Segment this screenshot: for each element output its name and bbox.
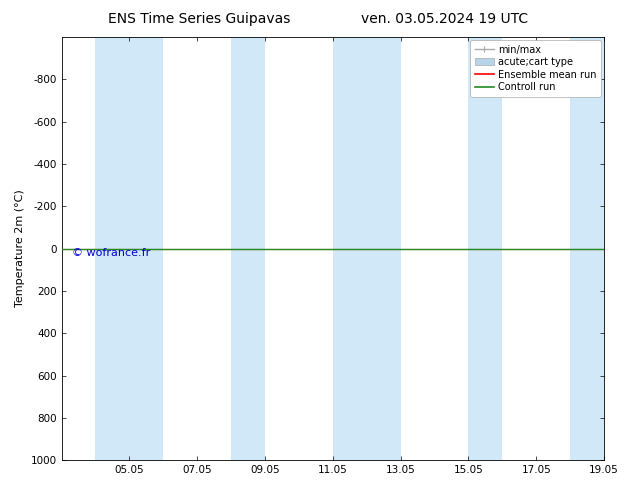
Y-axis label: Temperature 2m (°C): Temperature 2m (°C) (15, 190, 25, 307)
Legend: min/max, acute;cart type, Ensemble mean run, Controll run: min/max, acute;cart type, Ensemble mean … (470, 40, 601, 97)
Text: ven. 03.05.2024 19 UTC: ven. 03.05.2024 19 UTC (361, 12, 529, 26)
Bar (469, 37, 502, 460)
Bar (333, 37, 401, 460)
Bar (96, 37, 164, 460)
Text: © wofrance.fr: © wofrance.fr (72, 248, 151, 258)
Bar (570, 37, 621, 460)
Text: ENS Time Series Guipavas: ENS Time Series Guipavas (108, 12, 290, 26)
Bar (231, 37, 265, 460)
